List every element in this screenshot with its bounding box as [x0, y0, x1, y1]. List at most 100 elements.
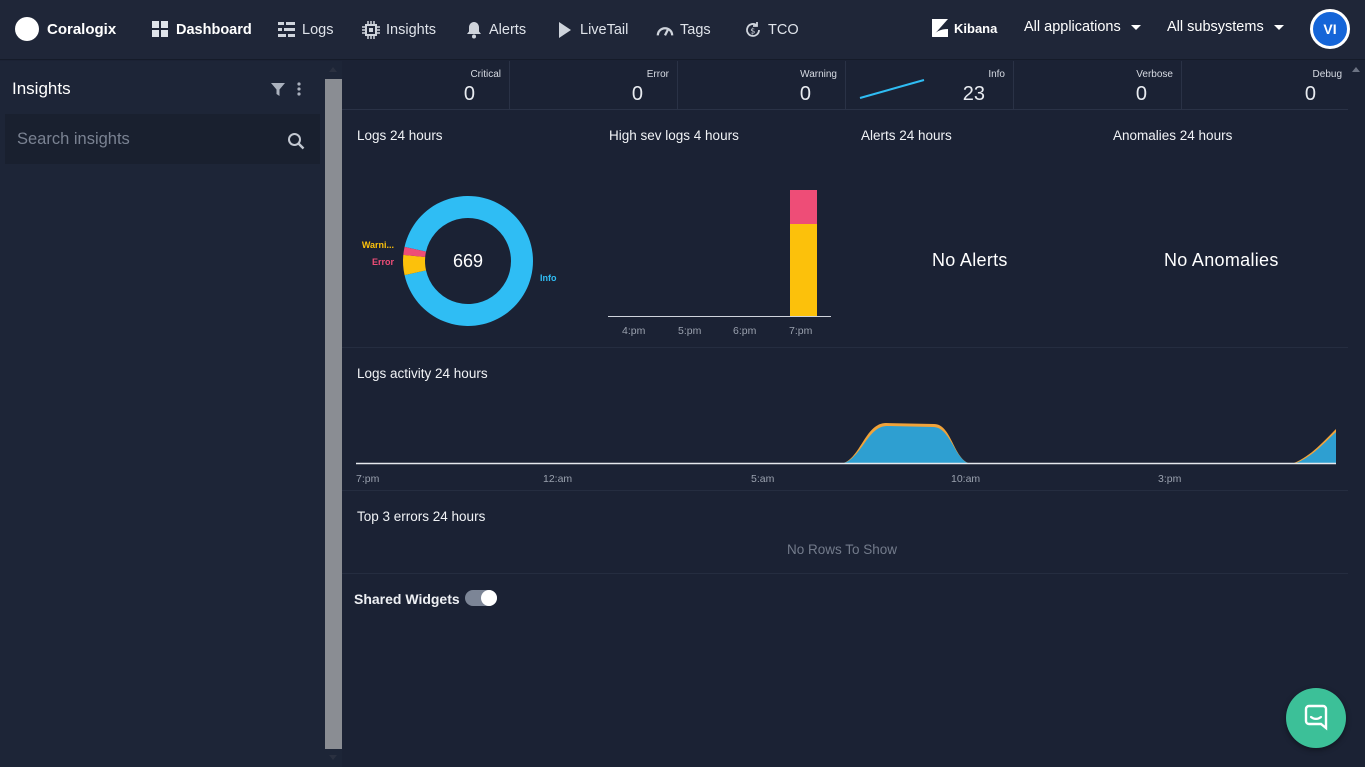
- tick-label: 3:pm: [1158, 473, 1182, 485]
- stat-value: 0: [1304, 83, 1316, 105]
- logs-icon: [278, 22, 295, 37]
- insights-sidebar: Insights: [0, 61, 325, 767]
- sidebar-title: Insights: [12, 79, 71, 98]
- logs-24-donut-chart[interactable]: 669 Warni... Error Info: [342, 181, 592, 341]
- donut-slice-info[interactable]: [404, 196, 533, 326]
- tick-label: 7:pm: [789, 325, 813, 337]
- stat-value: 0: [463, 83, 475, 105]
- stat-verbose[interactable]: Verbose 0: [1014, 61, 1182, 110]
- alerts-title: Alerts 24 hours: [861, 128, 952, 143]
- nav-livetail[interactable]: LiveTail: [556, 18, 628, 42]
- stat-info[interactable]: Info 23: [846, 61, 1014, 110]
- donut-slice-error[interactable]: [403, 246, 427, 257]
- search-icon[interactable]: [287, 132, 305, 150]
- anomalies-title: Anomalies 24 hours: [1113, 128, 1233, 143]
- activity-area-info: [844, 426, 968, 463]
- nav-dashboard[interactable]: Dashboard: [152, 18, 252, 42]
- dashboard-icon: [152, 21, 168, 37]
- kibana-link[interactable]: Kibana: [932, 19, 997, 37]
- donut-slice-warning[interactable]: [403, 254, 427, 276]
- insights-chip-icon: [362, 21, 380, 39]
- highsev-title: High sev logs 4 hours: [609, 128, 739, 143]
- toggle-knob: [481, 590, 497, 606]
- filter-icon[interactable]: [271, 83, 285, 96]
- nav-logs-label: Logs: [302, 22, 334, 38]
- nav-tco-label: TCO: [768, 22, 799, 38]
- stat-warning[interactable]: Warning 0: [678, 61, 846, 110]
- chat-icon: [1304, 704, 1328, 731]
- nav-tags-label: Tags: [680, 22, 711, 38]
- scroll-up-icon[interactable]: [1352, 67, 1360, 72]
- logs-24-title: Logs 24 hours: [357, 128, 443, 143]
- donut-total: 669: [453, 251, 483, 271]
- more-vertical-icon[interactable]: [296, 81, 302, 97]
- no-rows-message: No Rows To Show: [787, 542, 898, 557]
- kibana-icon: [932, 19, 948, 37]
- user-avatar[interactable]: VI: [1310, 9, 1350, 49]
- subsystems-dropdown-value: All subsystems: [1167, 19, 1264, 35]
- nav-insights-label: Insights: [386, 22, 436, 38]
- subsystems-dropdown[interactable]: All subsystems: [1167, 19, 1284, 35]
- stat-value: 0: [799, 83, 811, 105]
- chat-launcher-button[interactable]: [1286, 688, 1346, 748]
- stat-label: Error: [646, 69, 669, 80]
- applications-dropdown[interactable]: All applications: [1024, 19, 1141, 35]
- stat-critical[interactable]: Critical 0: [342, 61, 510, 110]
- no-alerts-message: No Alerts: [932, 250, 1008, 270]
- activity-title: Logs activity 24 hours: [357, 366, 488, 381]
- brand[interactable]: Coralogix: [15, 16, 116, 42]
- dashboard-main: Critical 0 Error 0 Warning 0 Info 23 Ver…: [342, 61, 1348, 767]
- logs-activity-area-chart[interactable]: [356, 401, 1336, 471]
- stat-label: Debug: [1312, 69, 1342, 80]
- chevron-down-icon: [1273, 24, 1284, 30]
- scroll-down-icon[interactable]: [329, 755, 337, 760]
- search-input[interactable]: [5, 114, 275, 164]
- tick-label: 5:am: [751, 473, 775, 485]
- tick-label: 5:pm: [678, 325, 702, 337]
- brand-name: Coralogix: [47, 20, 117, 38]
- bar-error: [790, 190, 817, 224]
- scroll-up-icon[interactable]: [329, 67, 337, 72]
- nav-tco[interactable]: $ TCO: [744, 18, 799, 42]
- nav-logs[interactable]: Logs: [278, 18, 333, 42]
- tick-label: 12:am: [543, 473, 573, 485]
- legend-error: Error: [372, 257, 395, 267]
- divider: [342, 490, 1348, 491]
- chevron-down-icon: [1130, 24, 1141, 30]
- stat-value: 0: [1135, 83, 1147, 105]
- highsev-bar-chart[interactable]: [606, 181, 836, 346]
- applications-dropdown-value: All applications: [1024, 19, 1121, 35]
- tick-label: 10:am: [951, 473, 981, 485]
- info-sparkline: [859, 79, 925, 99]
- stat-debug[interactable]: Debug 0: [1182, 61, 1350, 110]
- divider: [342, 347, 1348, 348]
- bar-warning: [790, 224, 817, 316]
- nav-insights[interactable]: Insights: [362, 18, 436, 42]
- stat-label: Critical: [470, 69, 501, 80]
- nav-dashboard-label: Dashboard: [176, 22, 252, 38]
- tick-label: 7:pm: [356, 473, 380, 485]
- tags-gauge-icon: [656, 27, 674, 36]
- sidebar-splitter-scrollbar[interactable]: [325, 61, 342, 767]
- stat-label: Verbose: [1136, 69, 1173, 80]
- stat-error[interactable]: Error 0: [510, 61, 678, 110]
- main-scrollbar[interactable]: [1348, 61, 1365, 767]
- legend-warning: Warni...: [362, 240, 394, 250]
- shared-widgets-label: Shared Widgets: [354, 591, 460, 607]
- shared-widgets-toggle[interactable]: [465, 590, 497, 606]
- tick-label: 6:pm: [733, 325, 757, 337]
- stat-value: 23: [962, 83, 985, 105]
- nav-alerts-label: Alerts: [489, 22, 527, 38]
- tco-refresh-dollar-icon: $: [746, 22, 760, 37]
- severity-stats: Critical 0 Error 0 Warning 0 Info 23 Ver…: [342, 61, 1348, 110]
- nav-tags[interactable]: Tags: [656, 18, 711, 42]
- coralogix-logo-icon: [15, 17, 39, 41]
- top-navbar: Coralogix Dashboard Logs Insights Alerts…: [0, 0, 1365, 60]
- bell-icon: [467, 22, 481, 39]
- tick-label: 4:pm: [622, 325, 646, 337]
- svg-text:$: $: [750, 27, 755, 36]
- legend-info: Info: [540, 273, 557, 283]
- nav-alerts[interactable]: Alerts: [465, 18, 526, 42]
- top-errors-title: Top 3 errors 24 hours: [357, 509, 486, 524]
- divider: [342, 573, 1348, 574]
